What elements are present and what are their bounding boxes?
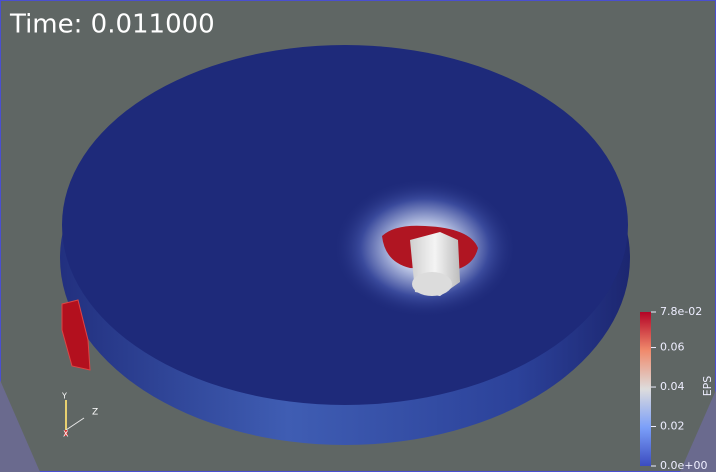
- axes-triad: Y Z X: [61, 392, 98, 439]
- colorbar: [640, 312, 651, 466]
- colorbar-title: EPS: [701, 376, 714, 397]
- axis-z: [65, 417, 85, 431]
- tick-label: 7.8e-02: [660, 305, 702, 318]
- axis-x-label: X: [63, 430, 69, 439]
- axis-y-label: Y: [61, 392, 67, 401]
- colorbar-ticks: 7.8e-02 0.06 0.04 0.02 0.0e+00: [651, 305, 707, 472]
- strain-blob: [61, 299, 91, 371]
- backdrop-shape: [680, 390, 716, 472]
- backdrop-shape: [0, 380, 40, 472]
- time-label: Time: 0.011000: [9, 10, 215, 40]
- cylinder-end: [412, 272, 452, 296]
- tick-label: 0.02: [660, 420, 685, 433]
- tick-label: 0.06: [660, 341, 685, 354]
- tick-label: 0.0e+00: [660, 459, 707, 472]
- tick-label: 0.04: [660, 380, 685, 393]
- axis-z-label: Z: [92, 408, 98, 418]
